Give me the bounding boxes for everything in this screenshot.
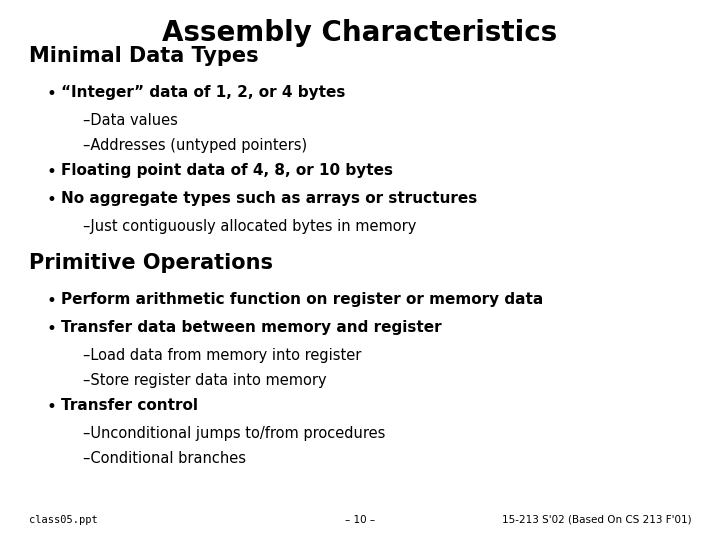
Text: Primitive Operations: Primitive Operations: [29, 253, 273, 273]
Text: •: •: [47, 85, 57, 103]
Text: –Store register data into memory: –Store register data into memory: [83, 373, 326, 388]
Text: 15-213 S'02 (Based On CS 213 F'01): 15-213 S'02 (Based On CS 213 F'01): [502, 515, 691, 525]
Text: –Just contiguously allocated bytes in memory: –Just contiguously allocated bytes in me…: [83, 219, 416, 234]
Text: Floating point data of 4, 8, or 10 bytes: Floating point data of 4, 8, or 10 bytes: [61, 163, 393, 178]
Text: •: •: [47, 292, 57, 310]
Text: Transfer data between memory and register: Transfer data between memory and registe…: [61, 320, 442, 335]
Text: –Addresses (untyped pointers): –Addresses (untyped pointers): [83, 138, 307, 153]
Text: •: •: [47, 191, 57, 208]
Text: Perform arithmetic function on register or memory data: Perform arithmetic function on register …: [61, 292, 544, 307]
Text: –Conditional branches: –Conditional branches: [83, 451, 246, 466]
Text: “Integer” data of 1, 2, or 4 bytes: “Integer” data of 1, 2, or 4 bytes: [61, 85, 346, 100]
Text: No aggregate types such as arrays or structures: No aggregate types such as arrays or str…: [61, 191, 477, 206]
Text: class05.ppt: class05.ppt: [29, 515, 97, 525]
Text: Minimal Data Types: Minimal Data Types: [29, 46, 258, 66]
Text: Transfer control: Transfer control: [61, 398, 198, 413]
Text: •: •: [47, 398, 57, 416]
Text: –Load data from memory into register: –Load data from memory into register: [83, 348, 361, 363]
Text: –Unconditional jumps to/from procedures: –Unconditional jumps to/from procedures: [83, 426, 385, 441]
Text: •: •: [47, 163, 57, 180]
Text: Assembly Characteristics: Assembly Characteristics: [163, 19, 557, 47]
Text: –Data values: –Data values: [83, 113, 178, 128]
Text: – 10 –: – 10 –: [345, 515, 375, 525]
Text: •: •: [47, 320, 57, 338]
